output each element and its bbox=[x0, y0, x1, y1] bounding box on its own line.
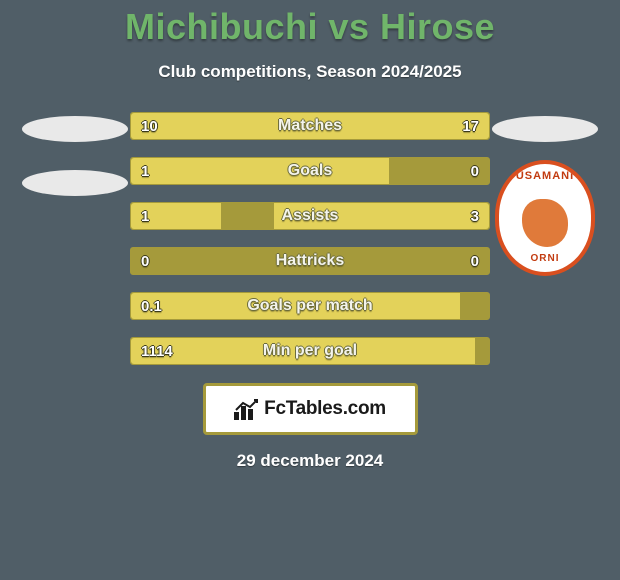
player-placeholder-ellipse bbox=[22, 170, 128, 196]
club-crest-bottom-text: ORNI bbox=[499, 253, 591, 264]
stat-bar: 00Hattricks bbox=[130, 247, 490, 275]
stat-bar: 10Goals bbox=[130, 157, 490, 185]
main-row: 1017Matches 10Goals 13Assists 00Hattricks 0.… bbox=[0, 112, 620, 365]
page-subtitle: Club competitions, Season 2024/2025 bbox=[158, 62, 461, 82]
stat-bar: 0.1Goals per match bbox=[130, 292, 490, 320]
stat-bar: 13Assists bbox=[130, 202, 490, 230]
content-root: Michibuchi vs Hirose Club competitions, … bbox=[0, 0, 620, 580]
player-placeholder-ellipse bbox=[492, 116, 598, 142]
stat-bar-label: Hattricks bbox=[131, 252, 489, 270]
left-side-column bbox=[20, 112, 130, 196]
stat-bars: 1017Matches 10Goals 13Assists 00Hattricks 0.… bbox=[130, 112, 490, 365]
club-crest-emblem-icon bbox=[522, 199, 568, 247]
footer-badge-text: FcTables.com bbox=[264, 398, 386, 420]
club-crest: USAMANI ORNI bbox=[495, 160, 595, 276]
date-text: 29 december 2024 bbox=[237, 451, 384, 471]
stat-bar-label: Goals bbox=[131, 162, 489, 180]
stat-bar-label: Matches bbox=[131, 117, 489, 135]
page-title: Michibuchi vs Hirose bbox=[125, 6, 495, 48]
stat-bar-label: Min per goal bbox=[131, 342, 489, 360]
footer-badge: FcTables.com bbox=[203, 383, 418, 435]
stat-bar: 1017Matches bbox=[130, 112, 490, 140]
player-placeholder-ellipse bbox=[22, 116, 128, 142]
stat-bar: 1114Min per goal bbox=[130, 337, 490, 365]
right-side-column: USAMANI ORNI bbox=[490, 112, 600, 276]
fctables-icon bbox=[234, 398, 260, 420]
club-crest-arc-text: USAMANI bbox=[499, 170, 591, 182]
stat-bar-label: Assists bbox=[131, 207, 489, 225]
stat-bar-label: Goals per match bbox=[131, 297, 489, 315]
